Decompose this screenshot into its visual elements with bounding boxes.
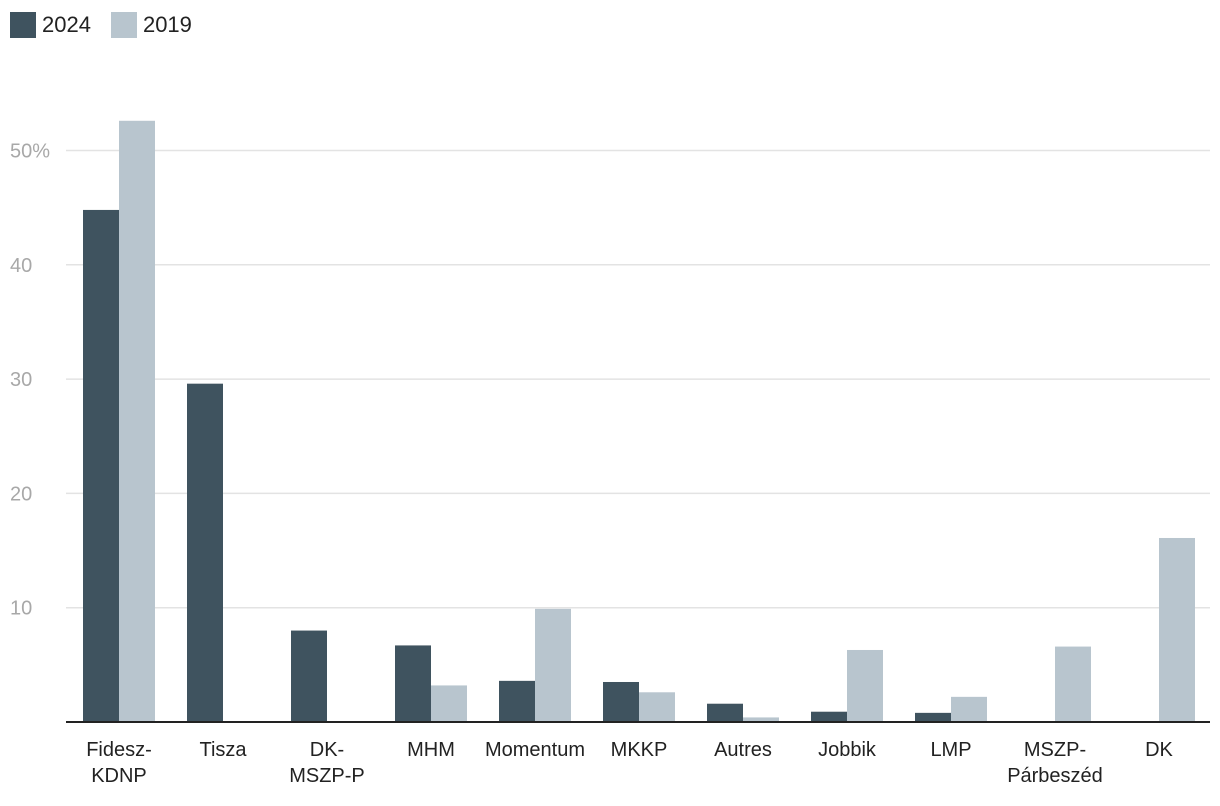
- bar-2019-0: [119, 120, 155, 723]
- bar-2024-5: [603, 681, 639, 722]
- bar-2024-1: [187, 383, 223, 722]
- x-category-label-5: MKKP: [611, 739, 668, 761]
- y-tick-label-30: 30: [10, 369, 32, 391]
- legend-label-2019: 2019: [142, 12, 192, 37]
- bar-2024-6: [707, 703, 743, 722]
- x-category-label-0: Fidesz-KDNP: [86, 739, 152, 787]
- legend-label-2024: 2024: [42, 12, 91, 37]
- x-category-label-6: Autres: [714, 739, 772, 761]
- legend-swatch-2019: [110, 12, 137, 38]
- bar-2019-5: [639, 692, 675, 722]
- legend-item-2024: 2024: [10, 12, 91, 38]
- x-category-label-4: Momentum: [485, 739, 585, 761]
- bar-2024-0: [83, 209, 119, 722]
- x-category-label-8: LMP: [930, 739, 971, 761]
- x-category-label-1: Tisza: [199, 739, 247, 761]
- x-category-label-7: Jobbik: [818, 739, 877, 761]
- x-category-label-9: MSZP-Párbeszéd: [1007, 739, 1103, 787]
- legend-swatch-2024: [10, 12, 36, 38]
- y-tick-label-40: 40: [10, 255, 32, 277]
- bar-2019-9: [1055, 646, 1091, 722]
- bar-2019-7: [847, 649, 883, 722]
- legend-item-2019: 2019: [110, 12, 192, 38]
- bar-2024-4: [499, 680, 535, 722]
- bar-2019-6: [743, 717, 779, 722]
- y-tick-label-20: 20: [10, 483, 32, 505]
- bar-2024-3: [395, 645, 431, 722]
- bar-2019-3: [431, 685, 467, 722]
- x-category-label-2: DK-MSZP-P: [289, 739, 365, 787]
- y-tick-label-10: 10: [10, 598, 32, 620]
- bar-2019-10: [1159, 537, 1195, 722]
- x-category-label-3: MHM: [407, 739, 455, 761]
- bar-2024-8: [915, 712, 951, 722]
- y-tick-label-50: 50%: [10, 141, 50, 163]
- bar-2024-2: [291, 630, 327, 722]
- bar-2019-8: [951, 696, 987, 722]
- bar-2024-7: [811, 711, 847, 722]
- x-category-label-10: DK: [1145, 739, 1173, 761]
- bar-2019-4: [535, 608, 571, 722]
- chart-legend: 2024 2019: [10, 12, 192, 38]
